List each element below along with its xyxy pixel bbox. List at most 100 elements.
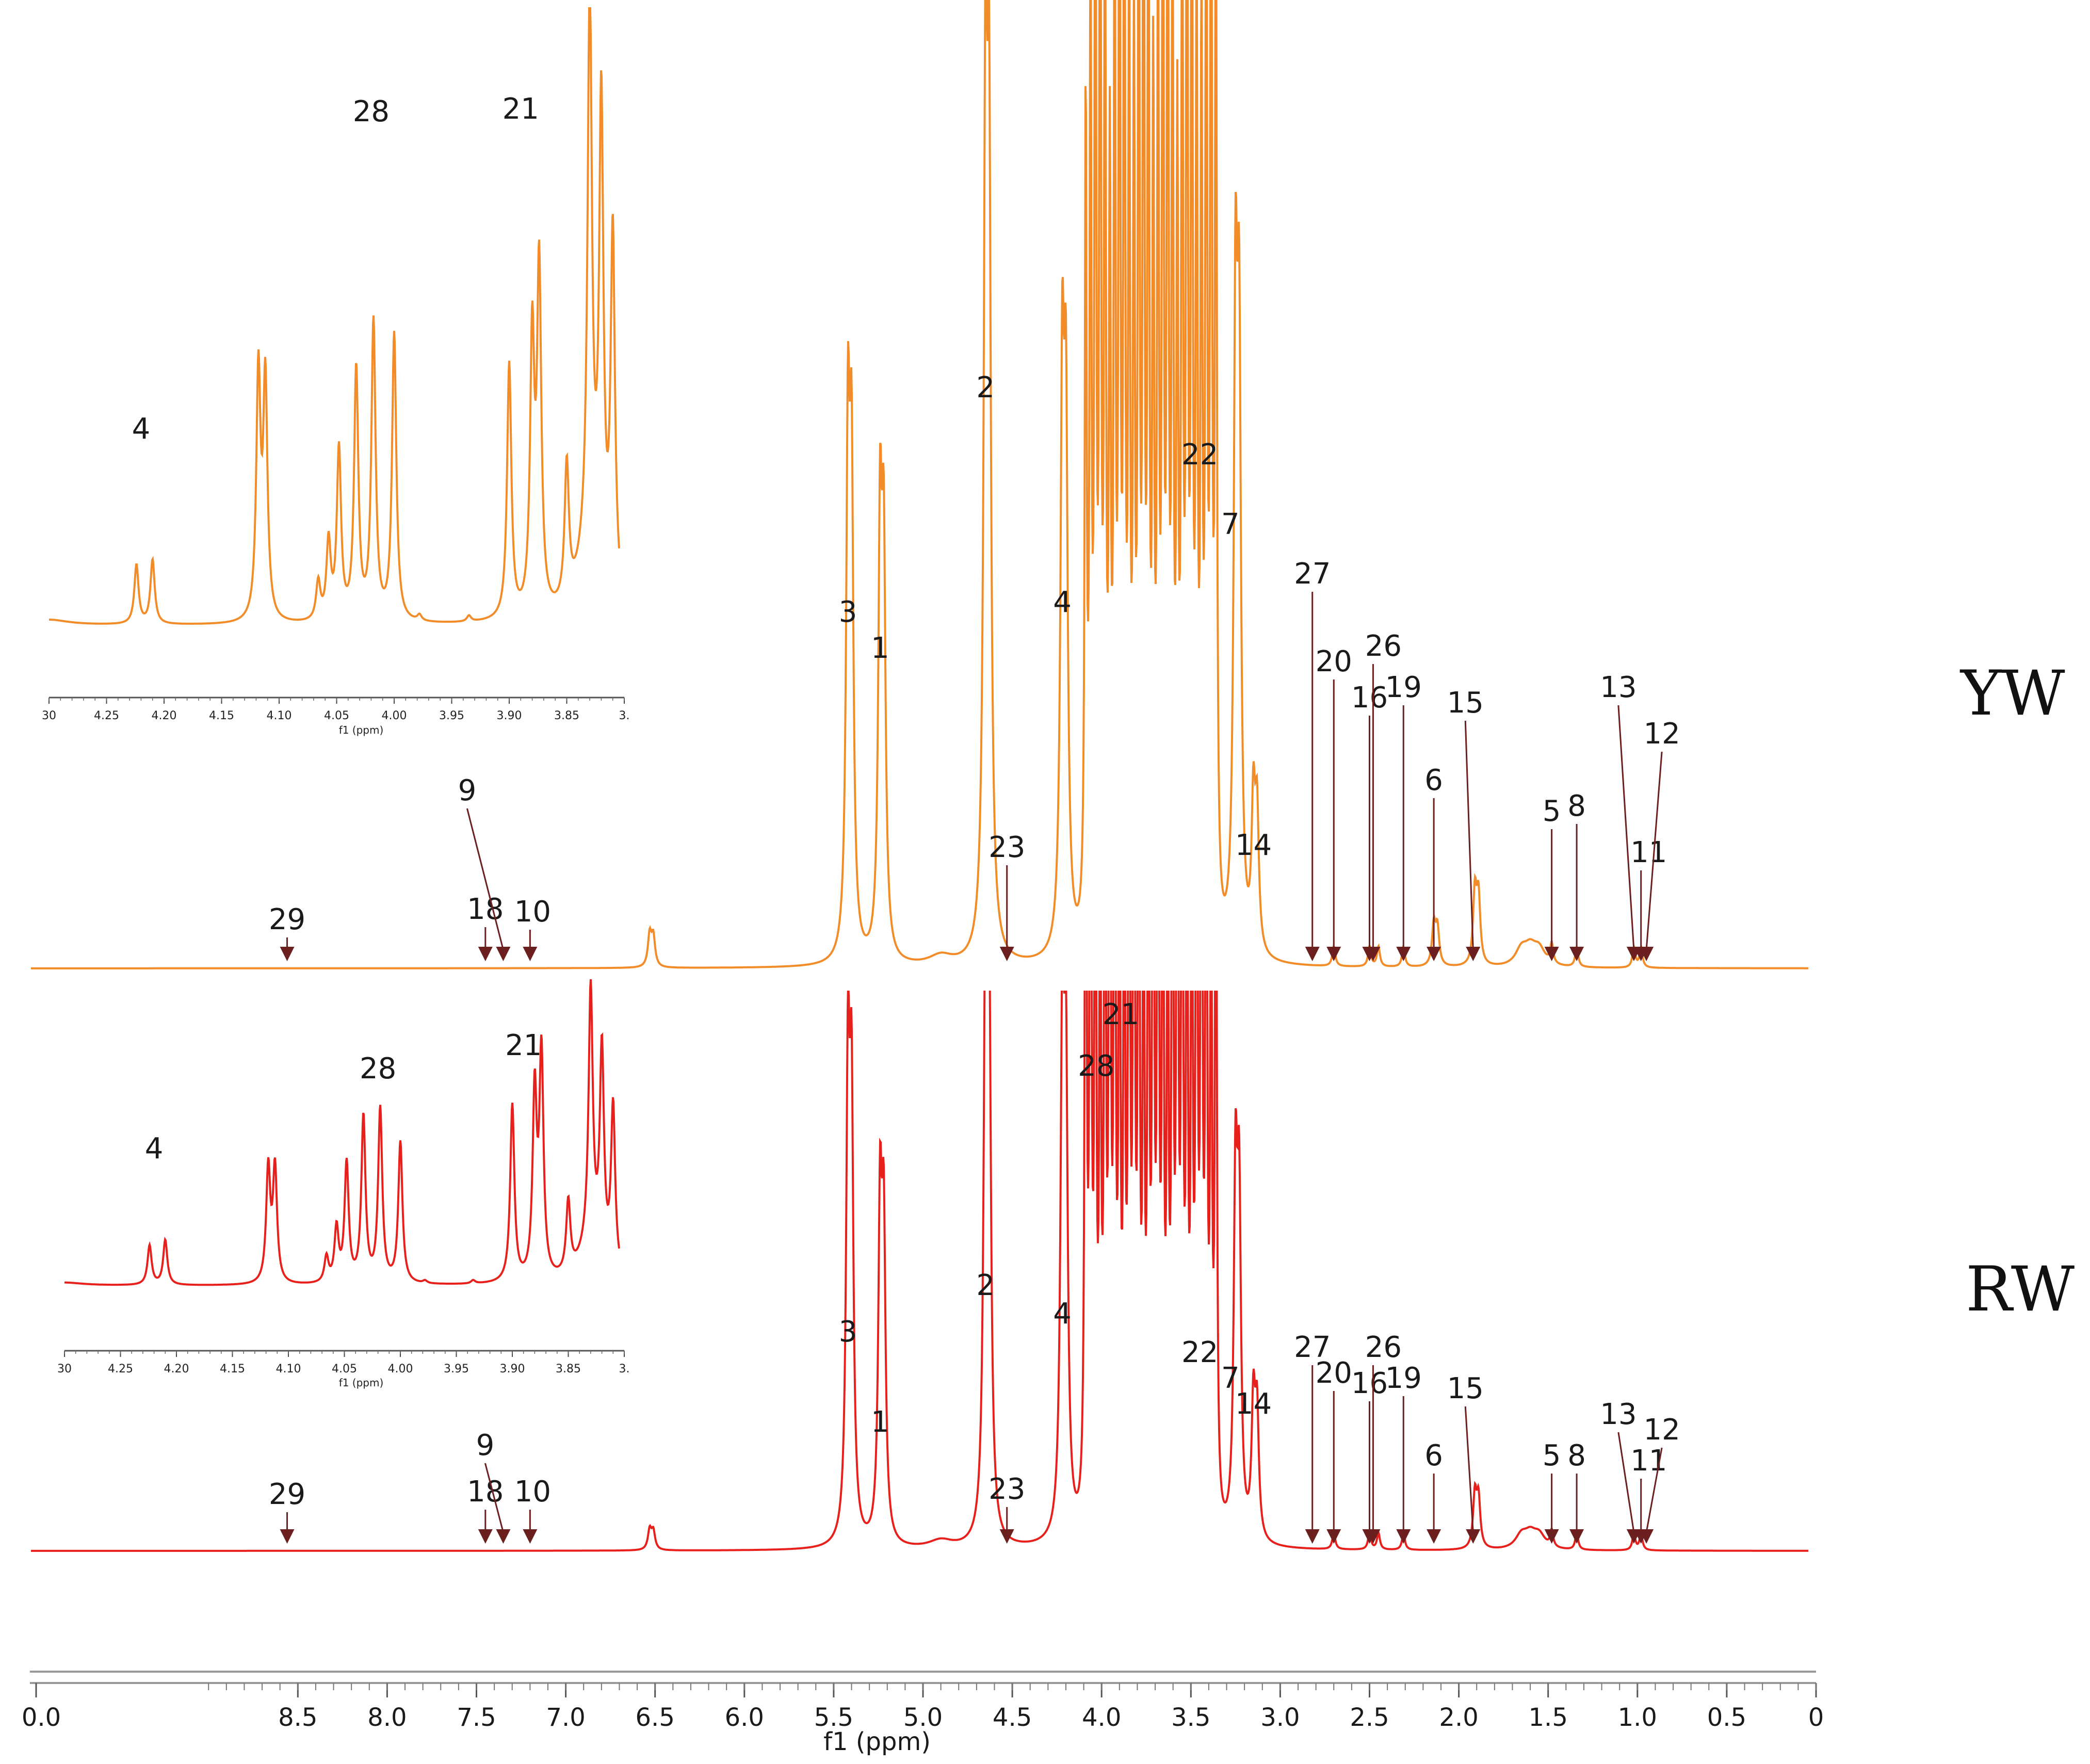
- peak-label-13: 13: [1600, 671, 1637, 704]
- peak-label-10: 10: [514, 895, 551, 929]
- x-tick-label-18: 0: [1808, 1703, 1824, 1732]
- arrow-head-6: [1427, 1529, 1441, 1544]
- peak-label-29: 29: [269, 1478, 305, 1511]
- rw-inset-xlabel: f1 (ppm): [339, 1377, 384, 1389]
- peak-label-5: 5: [1543, 1439, 1561, 1472]
- peak-label-18: 18: [467, 893, 504, 926]
- arrow-head-19: [1396, 1529, 1411, 1544]
- rw-inset-ticks: 30 4.25 4.20 4.15 4.10 4.05 4.00 3.95 3.90 3.85 3.: [57, 1351, 630, 1375]
- inset-tick-label-2: 4.20: [164, 1363, 189, 1375]
- inset-tick-label-6: 4.00: [388, 1363, 413, 1375]
- peak-label-9: 9: [458, 774, 477, 807]
- peak-label-8: 8: [1567, 1439, 1586, 1472]
- inset-peak-label-21: 21: [503, 92, 539, 126]
- peak-label-2: 2: [976, 371, 995, 404]
- yw-spectrum-line: [31, 0, 1808, 969]
- peak-label-3: 3: [839, 1315, 857, 1349]
- x-tick-label-12: 3.0: [1260, 1703, 1300, 1732]
- peak-label-6: 6: [1424, 1439, 1443, 1472]
- inset-tick-label-4: 4.10: [267, 709, 292, 722]
- peak-label-1: 1: [871, 632, 889, 665]
- yw-inset: 30 4.25 4.20 4.15 4.10 4.05 4.00 3.95 3.90 3.85 3.…: [42, 7, 630, 736]
- x-tick-label-17: 0.5: [1707, 1703, 1746, 1732]
- arrow-head-20: [1326, 1529, 1341, 1544]
- peak-label-4: 4: [1053, 1297, 1072, 1331]
- region-label-22: 22: [1181, 438, 1218, 472]
- x-tick-label-5: 6.5: [636, 1703, 675, 1732]
- x-axis-title: f1 (ppm): [823, 1727, 931, 1756]
- arrow-head-19: [1396, 947, 1411, 961]
- inset-tick-label-7: 3.95: [439, 709, 464, 722]
- peak-label-9: 9: [476, 1429, 495, 1462]
- x-tick-label-15: 1.5: [1529, 1703, 1568, 1732]
- x-tick-label-3: 7.5: [457, 1703, 496, 1732]
- rw-spectrum-line: [31, 991, 1808, 1552]
- peak-label-13: 13: [1600, 1398, 1637, 1431]
- arrow-head-9: [496, 1529, 511, 1544]
- peak-label-20: 20: [1316, 645, 1352, 678]
- inset-tick-label-0: 30: [42, 709, 56, 722]
- peak-label-27: 27: [1294, 1331, 1331, 1364]
- peak-label-27: 27: [1294, 557, 1331, 591]
- inset-tick-label-3: 4.15: [220, 1363, 245, 1375]
- inset-tick-label-7: 3.95: [444, 1363, 469, 1375]
- peak-label-4: 4: [1053, 586, 1072, 619]
- x-tick-label-13: 2.5: [1350, 1703, 1389, 1732]
- inset-peak-label-28: 28: [353, 95, 390, 128]
- peak-label-14: 14: [1235, 829, 1272, 862]
- arrow-head-20: [1326, 947, 1341, 961]
- arrow-line-13: [1617, 1432, 1635, 1533]
- rw-inset-peak-labels: 4 28 21: [145, 1029, 542, 1166]
- region-label-28: 28: [1078, 1049, 1114, 1083]
- peak-label-7: 7: [1221, 508, 1240, 541]
- arrow-head-18: [478, 947, 493, 961]
- peak-label-20: 20: [1316, 1356, 1352, 1390]
- arrow-line-15: [1464, 1406, 1474, 1533]
- region-label-22: 22: [1181, 1336, 1218, 1369]
- peak-label-11: 11: [1630, 836, 1667, 869]
- arrow-line-9: [466, 808, 504, 950]
- x-tick-label-16: 1.0: [1618, 1703, 1657, 1732]
- yw-sample-label: YW: [1959, 658, 2065, 730]
- peak-label-18: 18: [467, 1475, 504, 1509]
- inset-tick-label-8: 3.90: [497, 709, 522, 722]
- peak-label-7: 7: [1221, 1362, 1240, 1395]
- inset-tick-label-10: 3.: [619, 1363, 630, 1375]
- x-tick-label-14: 2.0: [1439, 1703, 1478, 1732]
- x-tick-label-1: 8.5: [278, 1703, 317, 1732]
- yw-inset-peak-labels: 4 28 21: [132, 92, 539, 446]
- arrow-line-12: [1645, 1447, 1663, 1533]
- inset-tick-label-5: 4.05: [332, 1363, 357, 1375]
- peak-label-3: 3: [839, 595, 857, 629]
- arrow-head-6: [1427, 947, 1441, 961]
- x-tick-label-4: 7.0: [546, 1703, 585, 1732]
- yw-inset-ticks: 30 4.25 4.20 4.15 4.10 4.05 4.00 3.95 3.90 3.85 3.: [42, 698, 630, 722]
- arrow-head-10: [523, 947, 538, 961]
- yw-inset-spectrum-line: [49, 7, 620, 625]
- arrow-head-9: [496, 947, 511, 961]
- peak-label-26: 26: [1365, 1331, 1402, 1364]
- x-tick-label-0: 0.0: [22, 1703, 61, 1732]
- inset-tick-label-4: 4.10: [276, 1363, 301, 1375]
- x-tick-label-10: 4.0: [1082, 1703, 1121, 1732]
- inset-tick-label-9: 3.85: [554, 709, 579, 722]
- arrow-head-12: [1639, 1529, 1654, 1544]
- peak-label-12: 12: [1643, 717, 1680, 751]
- peak-label-10: 10: [514, 1475, 551, 1509]
- inset-tick-label-1: 4.25: [108, 1363, 133, 1375]
- x-tick-label-2: 8.0: [367, 1703, 407, 1732]
- arrow-head-12: [1639, 947, 1654, 961]
- x-tick-label-8: 5.0: [903, 1703, 943, 1732]
- peak-label-29: 29: [269, 903, 305, 936]
- inset-tick-label-6: 4.00: [382, 709, 407, 722]
- yw-series: [31, 0, 1808, 969]
- arrow-line-9: [484, 1463, 504, 1533]
- x-tick-label-11: 3.5: [1171, 1703, 1210, 1732]
- x-tick-label-6: 6.0: [725, 1703, 764, 1732]
- rw-series: [31, 991, 1808, 1552]
- arrow-line-15: [1464, 720, 1474, 950]
- inset-tick-label-5: 4.05: [324, 709, 349, 722]
